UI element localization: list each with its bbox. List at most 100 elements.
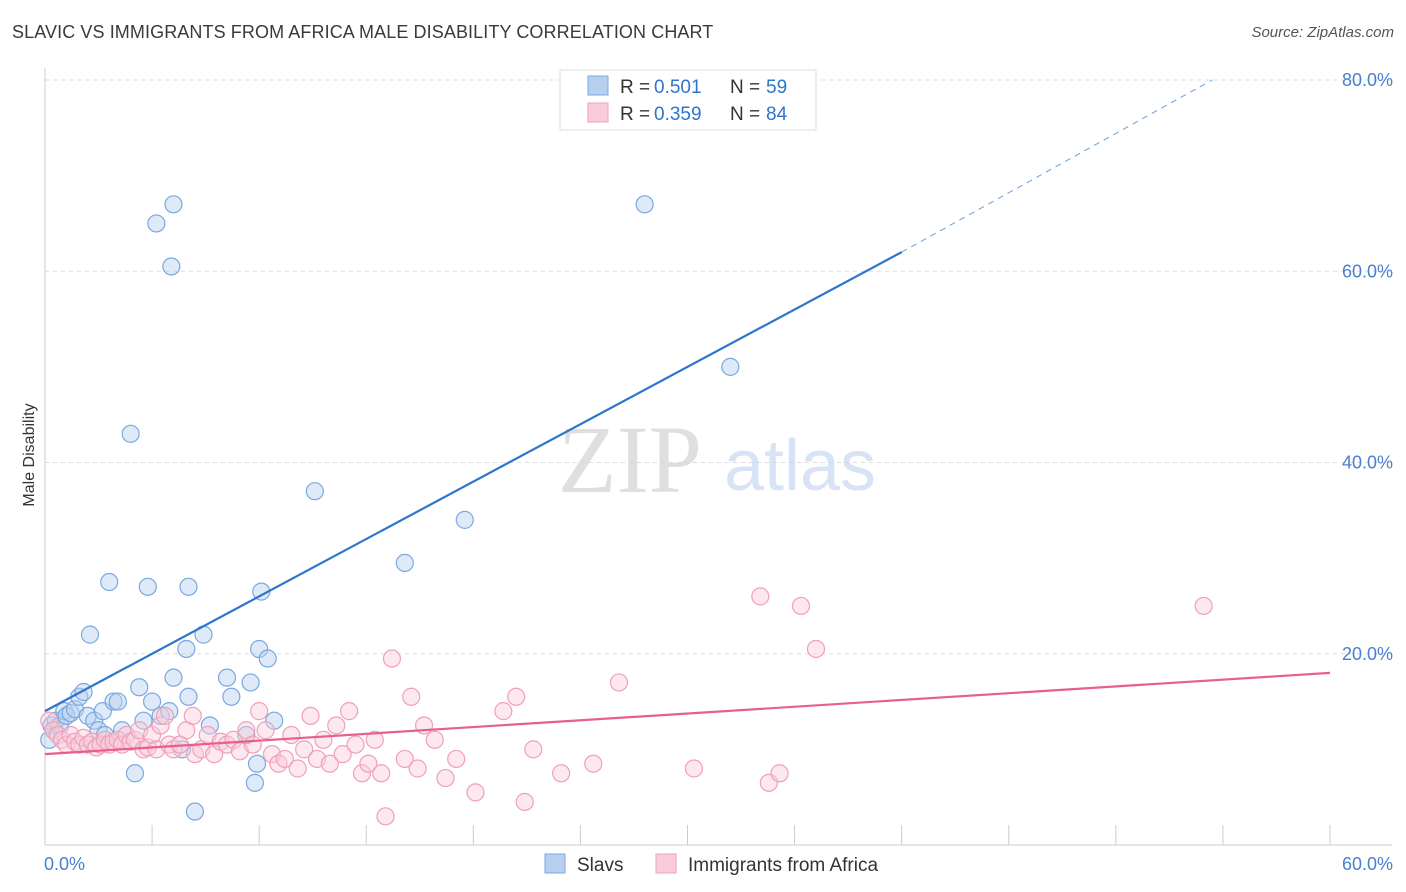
slavs-point	[635, 195, 654, 214]
africa-point	[288, 759, 307, 778]
slavs-point	[125, 764, 145, 783]
y-tick-label: 40.0%	[1342, 453, 1393, 473]
points-layer	[40, 195, 1213, 826]
watermark-atlas: atlas	[724, 426, 876, 506]
y-tick-label: 80.0%	[1342, 70, 1393, 90]
slavs-point	[455, 510, 474, 529]
africa-point	[359, 754, 378, 773]
slavs-point	[258, 649, 277, 668]
africa-point	[436, 768, 455, 788]
slavs-point	[134, 711, 153, 730]
africa-point	[524, 740, 543, 759]
watermark-zip: ZIP	[558, 406, 702, 513]
slavs-point	[164, 195, 183, 214]
slavs-point	[177, 639, 196, 659]
legend-bottom-swatch-africa	[655, 853, 677, 874]
africa-point	[301, 706, 320, 726]
slavs-point	[241, 673, 260, 692]
africa-point	[224, 730, 243, 749]
africa-point	[155, 706, 175, 726]
slavs-point	[104, 692, 123, 711]
x-tick-label-min: 0.0%	[44, 854, 85, 874]
africa-point	[791, 596, 811, 616]
grid-layer	[45, 79, 1392, 655]
africa-point	[151, 716, 170, 735]
chart-source: Source: ZipAtlas.com	[1251, 24, 1394, 41]
slavs-trend-extension	[901, 79, 1213, 253]
africa-point	[346, 735, 365, 754]
africa-point	[250, 702, 269, 721]
slavs-point	[147, 214, 166, 233]
africa-point	[770, 764, 789, 783]
slavs-point	[40, 730, 59, 749]
africa-point	[806, 639, 826, 659]
trend-layer	[44, 79, 1331, 756]
africa-point	[584, 754, 603, 773]
africa-point	[340, 702, 359, 721]
slavs-point	[130, 678, 149, 697]
legend-r-value-africa: 0.359	[654, 104, 702, 125]
africa-point	[372, 764, 391, 783]
slavs-point	[179, 577, 198, 596]
slavs-point	[162, 257, 181, 276]
africa-point	[609, 673, 629, 692]
africa-point	[183, 706, 202, 726]
legend-n-label-slavs: N =	[730, 77, 760, 98]
africa-point	[40, 711, 59, 730]
y-tick-label: 60.0%	[1342, 261, 1393, 281]
axes-layer: 20.0% 40.0% 60.0% 80.0% 0.0% 60.0%	[44, 68, 1393, 874]
slavs-point	[217, 668, 237, 687]
legend-r-label-slavs: R =	[620, 77, 650, 98]
africa-point	[295, 740, 314, 759]
legend-n-label-africa: N =	[730, 104, 760, 125]
africa-point	[751, 587, 770, 606]
africa-point	[282, 725, 301, 745]
slavs-trend-line	[44, 251, 903, 713]
africa-point	[552, 764, 571, 783]
legend-top: R = 0.501 N = 59 R = 0.359 N = 84	[559, 69, 817, 131]
slavs-point	[721, 357, 740, 376]
slavs-point	[108, 692, 127, 711]
africa-point	[1194, 596, 1213, 616]
legend-bottom-swatch-slavs	[544, 853, 566, 874]
legend-n-value-slavs: 59	[766, 77, 787, 98]
africa-point	[494, 702, 513, 721]
slavs-point	[179, 687, 198, 706]
legend-r-label-africa: R =	[620, 104, 650, 125]
slavs-point	[247, 754, 267, 773]
chart-title: SLAVIC VS IMMIGRANTS FROM AFRICA MALE DI…	[12, 22, 714, 42]
legend-n-value-africa: 84	[766, 104, 788, 125]
africa-point	[507, 687, 526, 706]
legend-swatch-slavs	[587, 75, 609, 96]
africa-point	[314, 730, 333, 749]
africa-point	[395, 749, 414, 769]
africa-point	[365, 730, 384, 749]
africa-point	[402, 687, 421, 706]
slavs-point	[185, 802, 205, 821]
africa-point	[333, 745, 352, 764]
africa-point	[382, 649, 402, 668]
slavs-point	[222, 687, 241, 706]
slavs-point	[395, 553, 414, 573]
slavs-point	[121, 424, 140, 443]
legend-r-value-slavs: 0.501	[654, 77, 702, 98]
africa-point	[684, 759, 704, 778]
africa-trend-line	[44, 671, 1331, 756]
slavs-point	[245, 773, 264, 792]
slavs-point	[305, 482, 324, 501]
legend-bottom-label-slavs: Slavs	[577, 855, 623, 876]
slavs-point	[138, 577, 157, 596]
slavs-point	[151, 706, 170, 726]
slavs-point	[164, 668, 183, 687]
y-tick-label: 20.0%	[1342, 644, 1393, 664]
slavs-point	[142, 692, 162, 711]
legend-bottom-label-africa: Immigrants from Africa	[688, 855, 878, 876]
africa-point	[275, 749, 294, 769]
africa-point	[320, 754, 339, 773]
africa-point	[376, 807, 395, 826]
africa-point	[447, 749, 466, 769]
africa-point	[408, 759, 427, 778]
africa-point	[243, 735, 262, 754]
slavs-point	[100, 572, 119, 592]
